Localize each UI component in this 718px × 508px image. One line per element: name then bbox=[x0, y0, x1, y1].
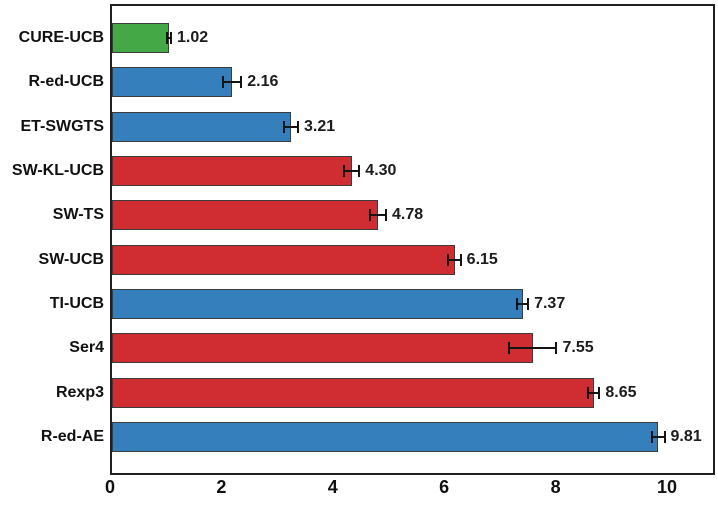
error-bar-line bbox=[588, 391, 600, 394]
value-label: 1.02 bbox=[177, 29, 209, 46]
bar-sw-kl-ucb bbox=[112, 155, 352, 186]
error-bar-cap bbox=[651, 430, 654, 443]
category-label: R-ed-AE bbox=[40, 427, 104, 445]
value-label: 7.55 bbox=[562, 339, 594, 357]
value-label: 6.15 bbox=[466, 250, 498, 268]
category-label: SW-KL-UCB bbox=[11, 161, 104, 179]
bar-ti-ucb bbox=[112, 288, 523, 319]
error-bar-line bbox=[223, 81, 242, 84]
error-bar-cap bbox=[297, 120, 300, 133]
error-bar-cap bbox=[459, 253, 462, 266]
category-label: SW-UCB bbox=[38, 250, 104, 268]
category-label: Ser4 bbox=[69, 339, 104, 357]
bar-rexp3 bbox=[112, 377, 594, 408]
error-bar-cap bbox=[447, 253, 450, 266]
error-bar-line bbox=[283, 125, 299, 128]
error-bar-line bbox=[448, 258, 461, 261]
value-label: 8.65 bbox=[605, 383, 637, 401]
category-label: Rexp3 bbox=[55, 383, 104, 401]
error-bar-cap bbox=[515, 297, 518, 310]
error-bar-cap bbox=[663, 430, 666, 443]
bar-r-ed-ae bbox=[112, 421, 659, 452]
x-tick-label: 0 bbox=[104, 477, 116, 497]
value-label: 9.81 bbox=[670, 427, 702, 445]
error-bar-cap bbox=[358, 164, 361, 177]
plot-area: 1.02 2.16 3.21 4.30 4.78 6.15 7.37 7.55 8.65 9.81 bbox=[110, 4, 715, 475]
error-bar-line bbox=[508, 347, 557, 350]
error-bar-cap bbox=[587, 386, 590, 399]
category-label: R-ed-UCB bbox=[28, 73, 104, 91]
error-bar-cap bbox=[342, 164, 345, 177]
error-bar-line bbox=[370, 214, 387, 217]
bar-sw-ucb bbox=[112, 244, 455, 275]
value-label: 2.16 bbox=[247, 73, 279, 91]
x-tick-label: 4 bbox=[327, 477, 338, 497]
error-bar-cap bbox=[507, 342, 510, 355]
error-bar-cap bbox=[170, 32, 173, 44]
error-bar-cap bbox=[527, 297, 530, 310]
error-bar-cap bbox=[385, 209, 388, 222]
bar-ser4 bbox=[112, 333, 533, 364]
category-label: CURE-UCB bbox=[18, 29, 104, 46]
bar-sw-ts bbox=[112, 200, 379, 231]
value-label: 7.37 bbox=[534, 294, 566, 312]
error-bar-line bbox=[343, 169, 360, 172]
value-label: 3.21 bbox=[304, 117, 336, 135]
x-tick-label: 6 bbox=[439, 477, 450, 497]
error-bar-cap bbox=[240, 76, 243, 89]
error-bar-cap bbox=[282, 120, 285, 133]
value-label: 4.78 bbox=[392, 206, 424, 224]
error-bar-cap bbox=[598, 386, 601, 399]
bar-r-ed-ucb bbox=[112, 67, 233, 98]
category-label: SW-TS bbox=[52, 206, 104, 224]
x-tick-label: 10 bbox=[656, 477, 678, 497]
category-label: TI-UCB bbox=[49, 294, 104, 312]
error-bar-cap bbox=[222, 76, 225, 89]
error-bar-line bbox=[166, 37, 172, 39]
value-label: 4.30 bbox=[365, 161, 397, 179]
bar-cure-ucb bbox=[112, 23, 169, 53]
bar-et-swgts bbox=[112, 111, 291, 142]
error-bar-line bbox=[516, 302, 529, 305]
error-bar-cap bbox=[165, 32, 168, 44]
x-tick-label: 2 bbox=[216, 477, 227, 497]
error-bar-cap bbox=[369, 209, 372, 222]
error-bar-cap bbox=[555, 342, 558, 355]
x-tick-label: 8 bbox=[550, 477, 561, 497]
error-bar-line bbox=[652, 435, 665, 438]
category-label: ET-SWGTS bbox=[20, 117, 104, 135]
